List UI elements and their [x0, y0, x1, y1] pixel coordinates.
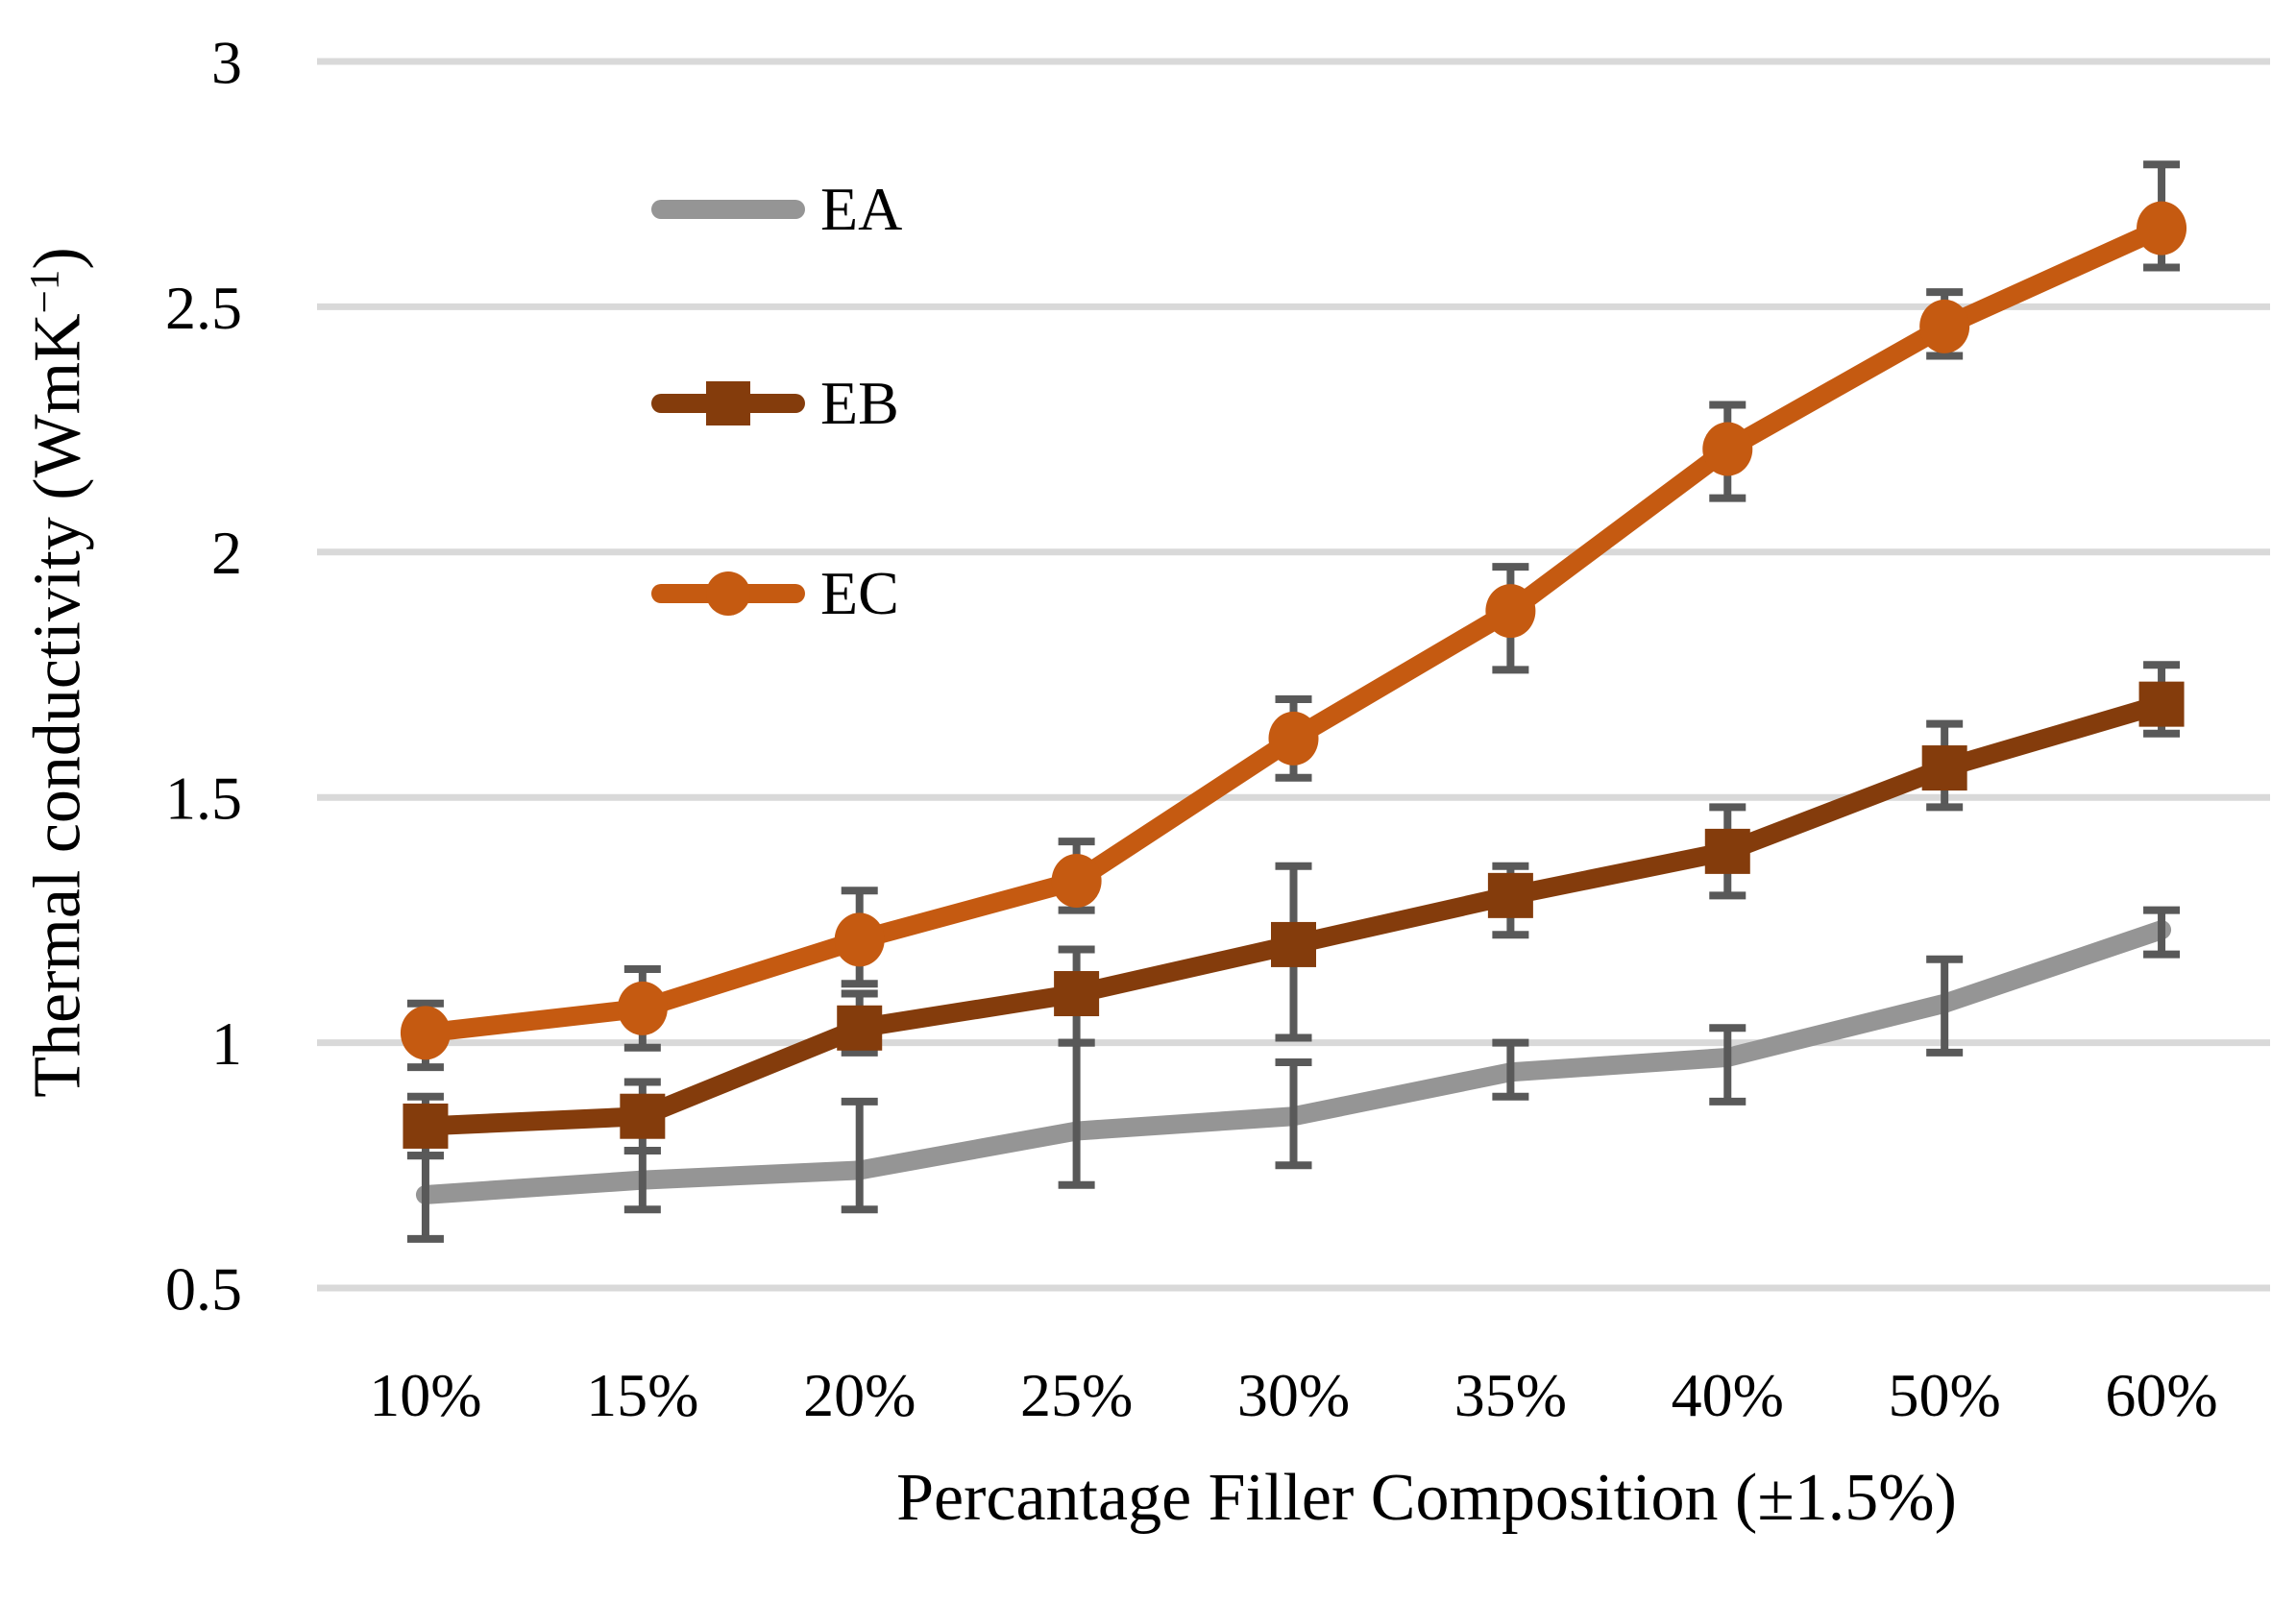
error-bars	[406, 160, 2181, 1243]
x-axis-title: Percantage Filler Composition (±1.5%)	[896, 1461, 1957, 1535]
marker-circle-ec	[1702, 422, 1753, 476]
x-tick-label: 25%	[1020, 1361, 1133, 1429]
marker-square-eb	[620, 1093, 666, 1139]
y-tick-label: 2	[211, 519, 242, 587]
marker-square-eb	[1271, 921, 1316, 967]
marker-circle-ec	[2137, 201, 2187, 255]
marker-circle-ec	[1268, 711, 1319, 766]
marker-square-eb	[1704, 828, 1750, 874]
x-tick-label: 35%	[1454, 1361, 1567, 1429]
x-tick-label: 20%	[803, 1361, 916, 1429]
marker-circle-ec	[1919, 299, 1970, 353]
legend-label-eb: EB	[820, 369, 899, 437]
series-markers	[400, 201, 2187, 1149]
ec-line-circle-swatch-icon	[651, 563, 805, 624]
y-tick-label: 2.5	[165, 274, 242, 342]
marker-circle-ec	[617, 981, 668, 1035]
marker-square-eb	[837, 1005, 883, 1051]
legend-item-ec: EC	[651, 559, 899, 627]
x-tick-label: 60%	[2105, 1361, 2217, 1429]
x-tick-labels: 10% 15% 20% 25% 30% 35% 40% 50% 60%	[369, 1361, 2217, 1429]
y-tick-label: 1	[211, 1009, 242, 1078]
marker-square-eb	[403, 1103, 449, 1149]
x-tick-label: 40%	[1672, 1361, 1784, 1429]
y-tick-label: 0.5	[165, 1254, 242, 1323]
marker-square-eb	[1054, 971, 1100, 1017]
y-axis-title: Thermal conductivity (WmK−1)	[21, 247, 95, 1098]
x-tick-label: 10%	[369, 1361, 481, 1429]
marker-circle-ec	[400, 1006, 451, 1060]
x-tick-label: 30%	[1237, 1361, 1350, 1429]
y-tick-labels: 3 2.5 2 1.5 1 0.5	[165, 28, 242, 1323]
ea-line-swatch-icon	[651, 179, 805, 240]
marker-square-eb	[1487, 872, 1533, 918]
legend-item-ea: EA	[651, 175, 902, 243]
legend-label-ec: EC	[820, 559, 899, 627]
eb-line-square-swatch-icon	[651, 373, 805, 434]
legend-label-ea: EA	[820, 175, 903, 243]
y-tick-label: 3	[211, 28, 242, 96]
marker-square-eb	[1921, 745, 1967, 791]
y-tick-label: 1.5	[165, 765, 242, 833]
marker-circle-ec	[1051, 854, 1102, 909]
x-tick-label: 15%	[586, 1361, 698, 1429]
legend-item-eb: EB	[651, 369, 899, 437]
marker-circle-ec	[1485, 584, 1536, 639]
marker-circle-ec	[834, 912, 885, 967]
x-tick-label: 50%	[1889, 1361, 2001, 1429]
marker-square-eb	[2138, 681, 2185, 727]
